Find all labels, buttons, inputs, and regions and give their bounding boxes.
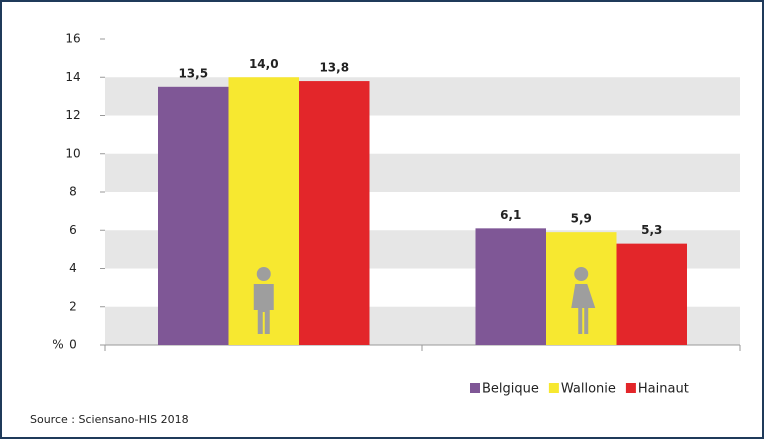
icon-head bbox=[256, 267, 271, 281]
value-label: 13,5 bbox=[178, 66, 208, 80]
legend-swatch bbox=[470, 383, 480, 393]
y-tick-label: 10 bbox=[65, 146, 80, 160]
source: Source : Sciensano-HIS 2018 bbox=[30, 413, 189, 426]
bar bbox=[158, 86, 229, 345]
value-label: 14,0 bbox=[249, 57, 279, 71]
male-icon bbox=[253, 267, 274, 334]
y-tick-label: 4 bbox=[69, 261, 77, 275]
value-label: 5,9 bbox=[571, 212, 592, 226]
bar bbox=[616, 243, 687, 345]
value-label: 13,8 bbox=[319, 61, 349, 75]
female-icon bbox=[571, 267, 596, 334]
y-tick-label: 2 bbox=[69, 299, 77, 313]
y-tick-label: 12 bbox=[65, 108, 80, 122]
legend-swatch bbox=[625, 383, 636, 393]
legend-label: Hainaut bbox=[638, 382, 689, 397]
icon-body bbox=[253, 284, 274, 334]
legend-label: Belgique bbox=[482, 382, 539, 397]
legend-label: Wallonie bbox=[561, 382, 616, 397]
bar bbox=[299, 81, 370, 345]
value-label: 5,3 bbox=[641, 223, 662, 237]
icon-body bbox=[571, 284, 596, 334]
y-tick-label: 16 bbox=[65, 32, 80, 46]
y-tick-label: 14 bbox=[65, 70, 80, 84]
bar bbox=[475, 228, 546, 345]
y-axis-label: % bbox=[52, 338, 63, 352]
legend-swatch bbox=[548, 383, 559, 393]
y-tick-label: 6 bbox=[69, 223, 77, 237]
value-label: 6,1 bbox=[500, 208, 521, 222]
y-tick-label: 8 bbox=[69, 185, 77, 199]
y-tick-label: 0 bbox=[69, 338, 77, 352]
icon-head bbox=[574, 267, 589, 281]
